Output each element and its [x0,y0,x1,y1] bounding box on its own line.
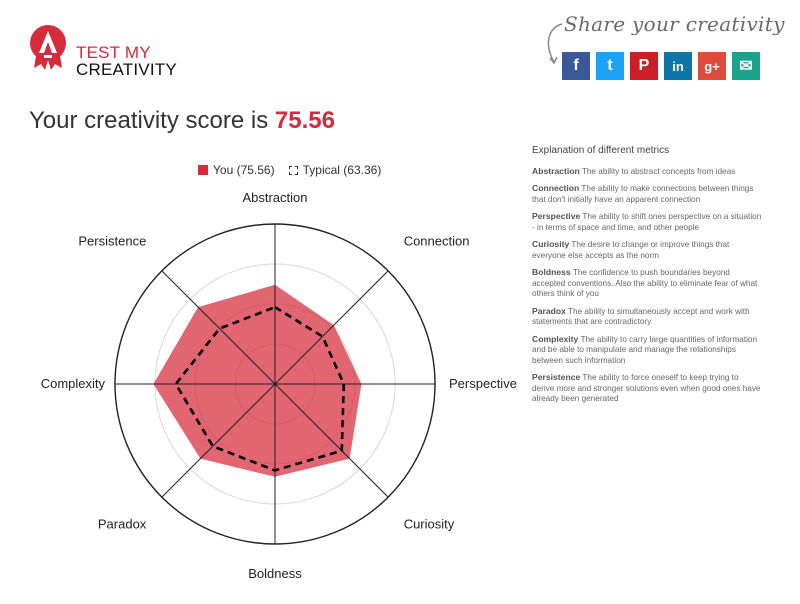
metric-item: Curiosity The desire to change or improv… [532,239,762,261]
metric-item: Perspective The ability to shift ones pe… [532,211,762,233]
legend-label-typical: Typical (63.36) [302,163,382,177]
google-plus-icon: g+ [704,58,720,74]
radar-chart: Abstraction Connection Perspective Curiosit… [41,190,517,581]
metric-name: Connection [532,183,580,193]
axis-label-connection: Connection [404,233,470,248]
metric-item: Persistence The ability to force oneself… [532,372,762,405]
score-value: 75.56 [274,107,335,134]
linkedin-share-button[interactable]: in [664,52,692,80]
axis-label-paradox: Paradox [98,517,147,532]
metric-description: The confidence to push boundaries beyond… [532,268,758,298]
metric-name: Perspective [532,211,581,221]
series-typical-line [174,305,346,472]
linkedin-icon: in [672,58,684,74]
metric-item: Paradox The ability to simultaneously ac… [532,306,762,328]
google-plus-share-button[interactable]: g+ [698,52,726,80]
email-share-button[interactable]: ✉ [732,52,760,80]
metric-name: Paradox [532,305,566,316]
legend-item-typical[interactable]: Typical (63.36) [288,163,382,177]
metric-description: The ability to make connections between … [532,184,754,204]
explanation-panel: Explanation of different metrics Abstrac… [532,145,762,411]
twitter-share-button[interactable]: t [596,52,624,80]
metric-name: Boldness [532,267,571,277]
axis-spoke [161,383,276,498]
metric-description: The ability to force oneself to keep try… [532,373,761,403]
legend-item-you[interactable]: You (75.56) [198,163,275,177]
metric-name: Abstraction [532,165,580,176]
axis-spoke [274,383,389,498]
score-prefix: Your creativity score is [29,107,269,134]
metric-list: Abstraction The ability to abstract conc… [532,166,762,405]
facebook-icon: f [573,57,579,74]
outer-ring [114,223,436,545]
logo[interactable]: TEST MY CREATIVITY [28,24,178,78]
axis-label-complexity: Complexity [41,376,106,391]
legend-label-you: You (75.56) [213,163,275,177]
axis-label-abstraction: Abstraction [242,190,307,205]
metric-description: The ability to abstract concepts from id… [579,166,736,176]
curved-arrow-icon [547,23,563,65]
axis-label-boldness: Boldness [248,566,302,581]
twitter-icon: t [607,57,613,74]
lightbulb-badge-icon [30,25,66,70]
logo-line-2: CREATIVITY [76,60,177,79]
axis-label-perspective: Perspective [449,376,517,391]
metric-name: Complexity [532,333,579,344]
metric-item: Connection The ability to make connectio… [532,183,762,205]
share-title: Share your creativity [564,12,785,36]
email-icon: ✉ [739,58,753,75]
pinterest-share-button[interactable]: P [630,52,658,80]
axis-label-persistence: Persistence [78,233,146,248]
metric-name: Curiosity [532,239,570,249]
chart-legend: You (75.56) Typical (63.36) [198,163,381,177]
metric-description: The ability to carry large quantities of… [532,334,758,365]
legend-swatch-you [198,165,208,175]
metric-item: Complexity The ability to carry large qu… [532,334,762,367]
metric-description: The ability to simultaneously accept and… [532,306,750,327]
series-you-area [153,284,362,477]
metric-item: Boldness The confidence to push boundari… [532,267,762,300]
metric-name: Persistence [532,372,581,382]
legend-swatch-typical [288,165,298,175]
explanation-title: Explanation of different metrics [532,145,670,156]
axis-spoke [161,270,276,385]
facebook-share-button[interactable]: f [562,52,590,80]
logo-line-1: TEST MY [76,43,151,62]
pinterest-icon: P [638,57,650,74]
score-heading: Your creativity score is 75.56 [29,107,335,135]
metric-item: Abstraction The ability to abstract conc… [532,166,762,178]
axis-spoke [274,270,389,385]
metric-description: The ability to shift ones perspective on… [532,212,762,232]
axis-label-curiosity: Curiosity [404,517,455,532]
metric-description: The desire to change or improve things t… [532,240,730,260]
